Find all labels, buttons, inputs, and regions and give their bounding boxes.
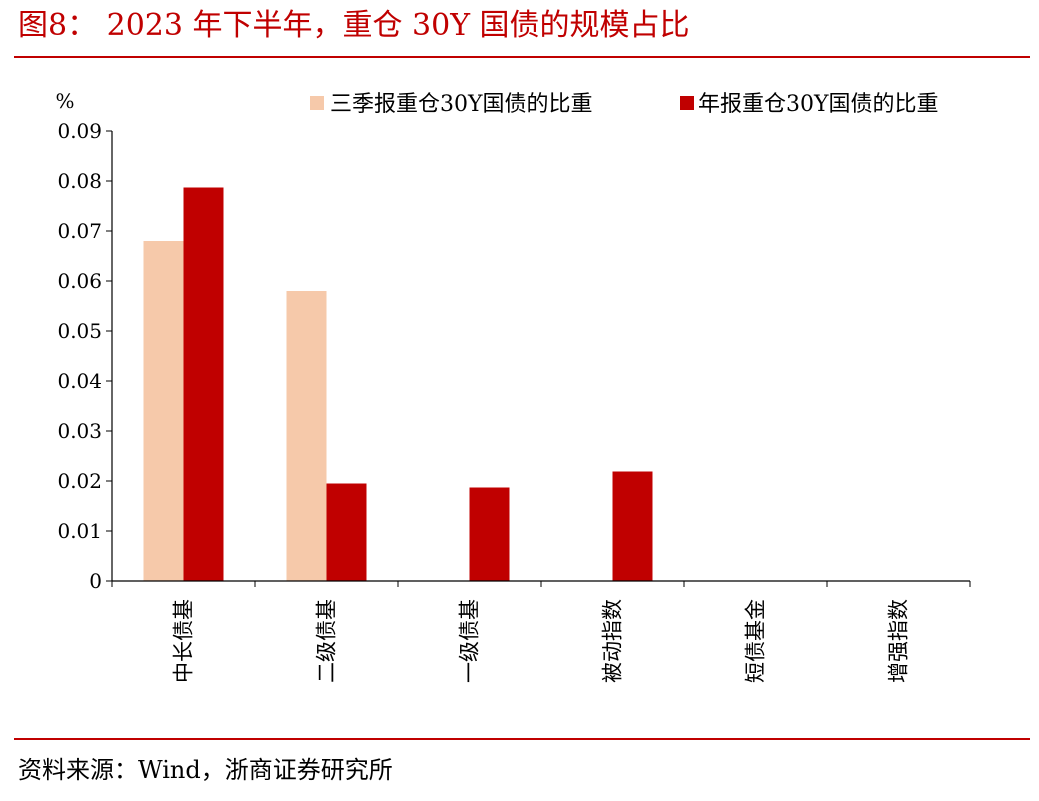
bars [143, 187, 653, 581]
category-labels: 中长债基 二级债基 一级债基 被动指数 短债基金 增强指数 [172, 599, 911, 683]
figure-title: 图8： 2023 年下半年，重仓 30Y 国债的规模占比 [18, 8, 690, 43]
legend-label-annual: 年报重仓30Y国债的比重 [698, 92, 939, 117]
category-label: 被动指数 [601, 599, 625, 683]
y-tick-label: 0.07 [57, 219, 102, 243]
bar-q3 [143, 241, 184, 581]
bar-q3 [286, 291, 327, 581]
legend-label-q3: 三季报重仓30Y国债的比重 [330, 92, 593, 117]
category-label: 中长债基 [172, 599, 196, 683]
y-axis-ticks: 0 0.01 0.02 0.03 0.04 0.05 0.06 0.07 0.08 0.09 [57, 119, 112, 593]
bar-chart: % 三季报重仓30Y国债的比重 年报重仓30Y国债的比重 0 0.01 0.02 0.… [55, 89, 971, 683]
legend-swatch-q3 [310, 96, 324, 110]
category-label: 二级债基 [315, 599, 339, 683]
category-label: 一级债基 [458, 599, 482, 683]
legend-swatch-annual [680, 96, 694, 110]
bar-annual [326, 483, 367, 581]
source-note: 资料来源：Wind，浙商证券研究所 [18, 756, 393, 784]
y-tick-label: 0.03 [57, 419, 102, 443]
axes [111, 131, 970, 582]
y-tick-label: 0.09 [57, 119, 102, 143]
bar-annual [183, 187, 224, 581]
y-tick-label: 0.06 [57, 269, 102, 293]
y-axis-unit-label: % [55, 89, 74, 113]
category-label: 短债基金 [744, 599, 768, 683]
bar-annual [612, 471, 653, 581]
category-label: 增强指数 [887, 599, 911, 683]
y-tick-label: 0.05 [57, 319, 102, 343]
title-rule [14, 56, 1030, 58]
source-rule [14, 738, 1030, 740]
y-tick-label: 0.01 [57, 519, 102, 543]
legend: 三季报重仓30Y国债的比重 年报重仓30Y国债的比重 [310, 92, 939, 117]
bar-annual [469, 487, 510, 581]
y-tick-label: 0 [89, 569, 102, 593]
x-axis-ticks [111, 581, 971, 587]
y-tick-label: 0.04 [57, 369, 102, 393]
y-tick-label: 0.08 [57, 169, 102, 193]
y-tick-label: 0.02 [57, 469, 102, 493]
